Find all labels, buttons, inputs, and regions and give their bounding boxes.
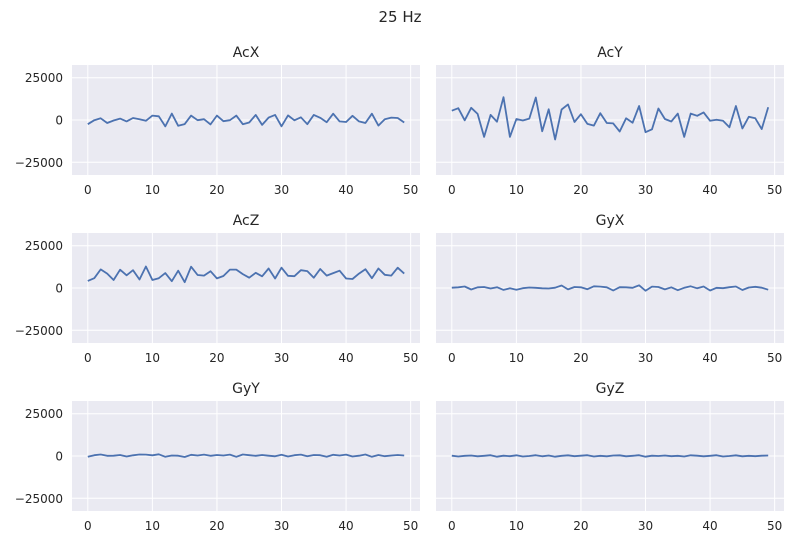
y-tick-label-gyy: 25000 (25, 407, 63, 421)
y-tick-label-gyy: −25000 (15, 492, 63, 506)
y-tick-label-gyy: 0 (55, 450, 63, 464)
subplot-title-gyx: GyX (596, 213, 625, 229)
x-tick-label-acy: 20 (573, 183, 588, 197)
series-line-gyz (451, 454, 769, 458)
x-tick-label-acy: 30 (638, 183, 653, 197)
x-tick-label-acz: 0 (84, 351, 92, 365)
x-tick-label-gyz: 20 (573, 519, 588, 533)
x-tick-label-gyx: 0 (448, 351, 456, 365)
subplot-title-gyz: GyZ (596, 381, 625, 397)
x-tick-label-gyy: 10 (145, 519, 160, 533)
x-tick-label-gyz: 50 (767, 519, 782, 533)
x-tick-label-gyy: 50 (403, 519, 418, 533)
x-tick-label-gyx: 20 (573, 351, 588, 365)
x-tick-label-gyz: 0 (448, 519, 456, 533)
series-line-acy (451, 96, 770, 141)
x-tick-label-acy: 10 (509, 183, 524, 197)
x-tick-label-acz: 40 (338, 351, 353, 365)
x-tick-label-acx: 20 (209, 183, 224, 197)
series-line-gyx (451, 284, 769, 292)
y-tick-label-acx: −25000 (15, 156, 63, 170)
y-tick-label-acz: 25000 (25, 239, 63, 253)
x-tick-label-gyz: 30 (638, 519, 653, 533)
x-tick-label-acx: 50 (403, 183, 418, 197)
series-line-acx (87, 112, 405, 128)
y-tick-label-acz: −25000 (15, 324, 63, 338)
x-tick-label-acz: 30 (274, 351, 289, 365)
x-tick-label-gyy: 0 (84, 519, 92, 533)
series-line-gyy (87, 453, 405, 458)
x-tick-label-acx: 30 (274, 183, 289, 197)
subplot-title-acz: AcZ (233, 213, 260, 229)
x-tick-label-acx: 0 (84, 183, 92, 197)
x-tick-label-acz: 20 (209, 351, 224, 365)
x-tick-label-acy: 50 (767, 183, 782, 197)
subplot-title-gyy: GyY (232, 381, 260, 397)
x-tick-label-gyz: 10 (509, 519, 524, 533)
y-tick-label-acx: 25000 (25, 71, 63, 85)
x-tick-label-gyx: 10 (509, 351, 524, 365)
subplot-title-acy: AcY (597, 45, 623, 61)
x-tick-label-acz: 50 (403, 351, 418, 365)
y-tick-label-acz: 0 (55, 282, 63, 296)
x-tick-label-gyx: 40 (702, 351, 717, 365)
x-tick-label-gyx: 30 (638, 351, 653, 365)
x-tick-label-acz: 10 (145, 351, 160, 365)
x-tick-label-gyy: 20 (209, 519, 224, 533)
x-tick-label-gyy: 40 (338, 519, 353, 533)
x-tick-label-gyx: 50 (767, 351, 782, 365)
x-tick-label-acx: 10 (145, 183, 160, 197)
x-tick-label-acy: 40 (702, 183, 717, 197)
x-tick-label-gyz: 40 (702, 519, 717, 533)
series-line-acz (87, 265, 405, 284)
y-tick-label-acx: 0 (55, 114, 63, 128)
x-tick-label-gyy: 30 (274, 519, 289, 533)
figure-suptitle: 25 Hz (378, 8, 422, 26)
x-tick-label-acy: 0 (448, 183, 456, 197)
subplot-title-acx: AcX (233, 45, 260, 61)
x-tick-label-acx: 40 (338, 183, 353, 197)
